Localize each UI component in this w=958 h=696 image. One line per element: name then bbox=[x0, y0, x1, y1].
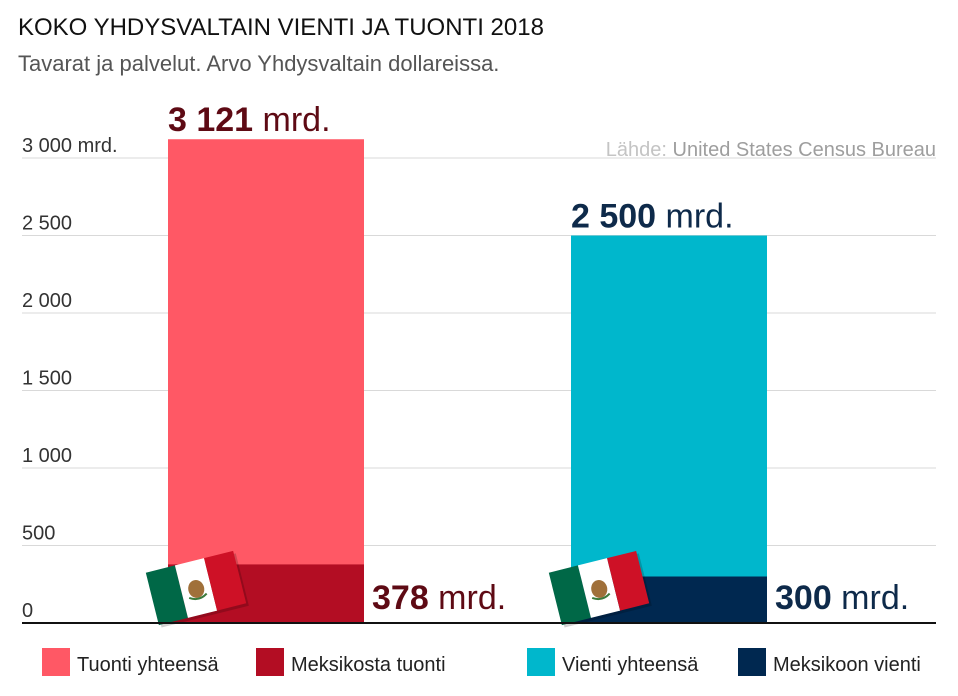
total-value-label: 3 121 mrd. bbox=[168, 101, 331, 139]
chart-title: KOKO YHDYSVALTAIN VIENTI JA TUONTI 2018 bbox=[18, 14, 544, 41]
source-name: United States Census Bureau bbox=[673, 139, 937, 161]
y-tick-label: 1 500 bbox=[22, 368, 72, 390]
mexico-flag-icon bbox=[145, 550, 249, 628]
bar-total bbox=[168, 139, 364, 623]
legend-swatch bbox=[42, 648, 70, 676]
y-tick-label: 2 000 bbox=[22, 290, 72, 312]
y-tick-label: 0 bbox=[22, 600, 33, 622]
y-tick-label: 1 000 bbox=[22, 445, 72, 467]
mexico-value-unit: mrd. bbox=[429, 579, 506, 617]
legend-label: Meksikosta tuonti bbox=[291, 654, 446, 676]
mexico-value-label: 378 mrd. bbox=[372, 579, 506, 617]
mexico-flag-icon bbox=[548, 550, 652, 628]
mexico-value-number: 300 bbox=[775, 579, 832, 617]
mexico-value-label: 300 mrd. bbox=[775, 579, 909, 617]
source-label: Lähde: United States Census Bureau bbox=[606, 139, 936, 161]
total-value-unit: mrd. bbox=[253, 101, 330, 139]
total-value-number: 3 121 bbox=[168, 101, 253, 139]
mexico-value-number: 378 bbox=[372, 579, 429, 617]
legend-swatch bbox=[256, 648, 284, 676]
y-tick-label: 500 bbox=[22, 523, 55, 545]
y-tick-label: 3 000 mrd. bbox=[22, 135, 118, 157]
total-value-label: 2 500 mrd. bbox=[571, 198, 734, 236]
legend-label: Vienti yhteensä bbox=[562, 654, 699, 676]
legend-swatch bbox=[527, 648, 555, 676]
total-value-unit: mrd. bbox=[656, 198, 733, 236]
total-value-number: 2 500 bbox=[571, 198, 656, 236]
mexico-value-unit: mrd. bbox=[832, 579, 909, 617]
source-prefix: Lähde: bbox=[606, 139, 673, 161]
legend-swatch bbox=[738, 648, 766, 676]
bar-total bbox=[571, 235, 767, 623]
legend-label: Meksikoon vienti bbox=[773, 654, 921, 676]
legend-label: Tuonti yhteensä bbox=[77, 654, 219, 676]
y-tick-label: 2 500 bbox=[22, 213, 72, 235]
chart-subtitle: Tavarat ja palvelut. Arvo Yhdysvaltain d… bbox=[18, 51, 499, 76]
